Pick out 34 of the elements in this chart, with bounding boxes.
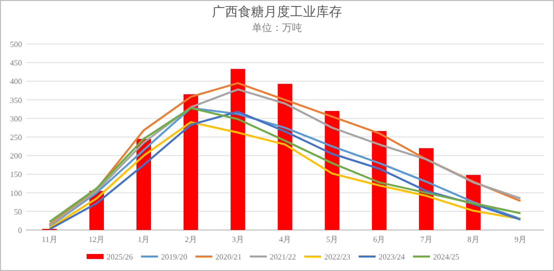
x-tick-label: 3月 — [232, 235, 244, 244]
x-tick-label: 8月 — [467, 235, 480, 244]
bar — [184, 94, 198, 230]
x-tick-label: 1月 — [138, 235, 150, 244]
chart-subtitle: 单位：万吨 — [252, 22, 302, 34]
x-tick-label: 12月 — [88, 235, 105, 244]
x-tick-label: 7月 — [420, 235, 432, 244]
y-tick-label: 50 — [14, 207, 22, 216]
legend-label: 2021/22 — [270, 252, 296, 262]
legend-label: 2025/26 — [106, 252, 133, 262]
y-tick-label: 300 — [10, 114, 22, 124]
y-tick-label: 400 — [10, 77, 22, 86]
bar — [230, 68, 246, 230]
y-tick-label: 500 — [10, 40, 22, 49]
x-tick-label: 2月 — [184, 235, 197, 244]
x-tick-label: 5月 — [326, 235, 338, 244]
legend-label: 2022/23 — [324, 252, 350, 262]
y-tick-label: 200 — [10, 152, 22, 161]
legend-label: 2020/21 — [215, 252, 242, 262]
y-tick-label: 350 — [10, 96, 22, 105]
legend-label: 2019/20 — [161, 252, 188, 262]
y-tick-label: 0 — [18, 226, 22, 235]
y-tick-label: 100 — [10, 188, 22, 198]
x-tick-label: 11月 — [42, 235, 58, 244]
y-tick-label: 250 — [10, 133, 22, 142]
y-tick-label: 450 — [10, 58, 22, 68]
chart-title: 广西食糖月度工业库存 — [212, 4, 342, 19]
x-tick-label: 4月 — [279, 235, 291, 244]
legend-label: 2024/25 — [433, 252, 460, 262]
y-tick-label: 150 — [10, 170, 22, 180]
x-tick-label: 6月 — [373, 235, 386, 244]
bar — [278, 84, 292, 230]
x-tick-label: 9月 — [514, 235, 526, 244]
legend-label: 2023/24 — [378, 252, 405, 262]
